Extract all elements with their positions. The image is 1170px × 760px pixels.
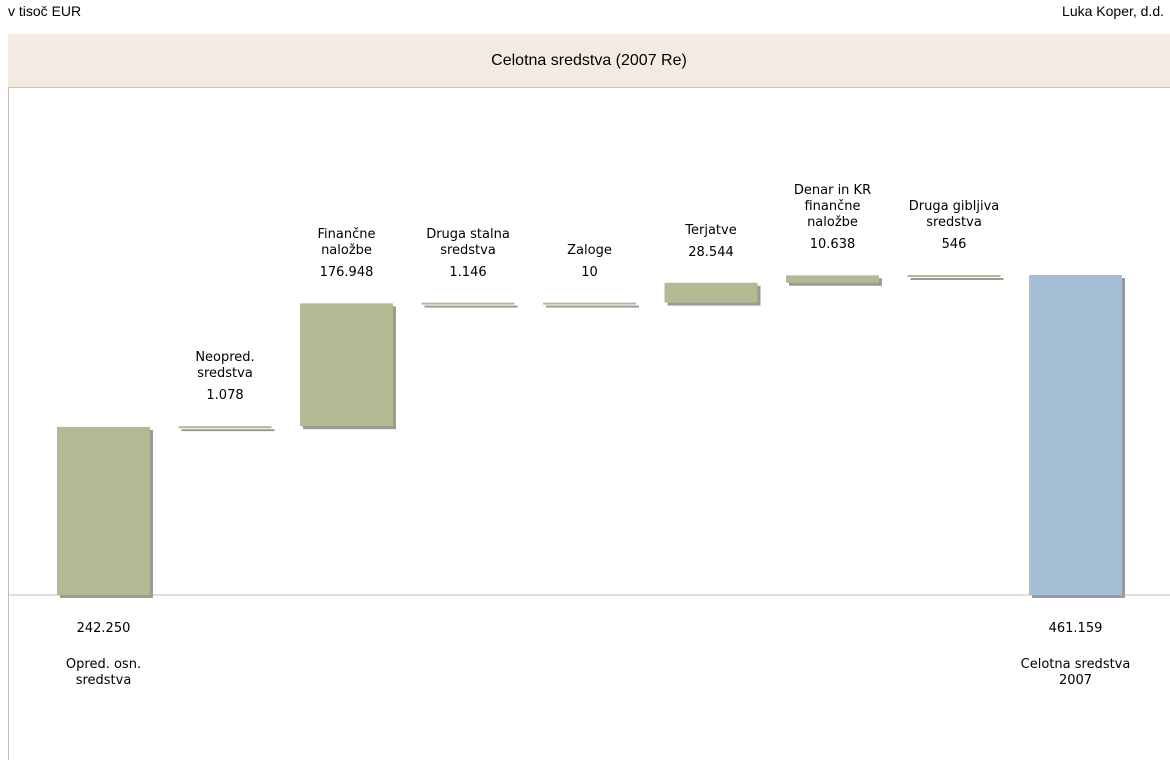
unit-label: v tisoč EUR [8,3,82,19]
bar [57,426,150,595]
value-label: 546 [941,237,967,252]
bar [1029,275,1122,595]
category-label: Druga gibljiva sredstva [908,199,1000,230]
bar-shadow [424,305,518,308]
bar-shadow [546,305,639,308]
bar [664,282,758,303]
value-label: 176.948 [319,265,374,281]
category-label: Opred. osn. sredstva [65,657,142,688]
bar [178,426,272,429]
value-label: 1.078 [206,388,244,404]
bar [786,275,879,283]
value-label: 28.544 [688,244,734,260]
value-label: 10.638 [809,237,856,253]
bar-shadow [910,278,1004,280]
bar-shadow [181,429,275,432]
category-label: Celotna sredstva 2007 [1020,657,1131,688]
bar [907,275,1001,277]
bar [300,303,393,427]
category-label: Zaloge [567,242,612,258]
company-name: Luka Koper, d.d. [1062,3,1164,19]
category-label: Terjatve [685,222,737,238]
category-label: Druga stalna sredstva [426,226,510,258]
category-label: Neopred. sredstva [195,350,255,382]
bar [421,302,515,305]
category-label: Finančne naložbe [317,227,376,259]
value-label: 461.159 [1048,621,1103,636]
category-label: Denar in KR finančne naložbe [793,183,872,231]
bar [543,302,636,305]
chart-title: Celotna sredstva (2007 Re) [8,34,1170,88]
value-label: 10 [581,264,598,280]
value-label: 1.146 [449,264,487,280]
value-label: 242.250 [76,621,131,636]
